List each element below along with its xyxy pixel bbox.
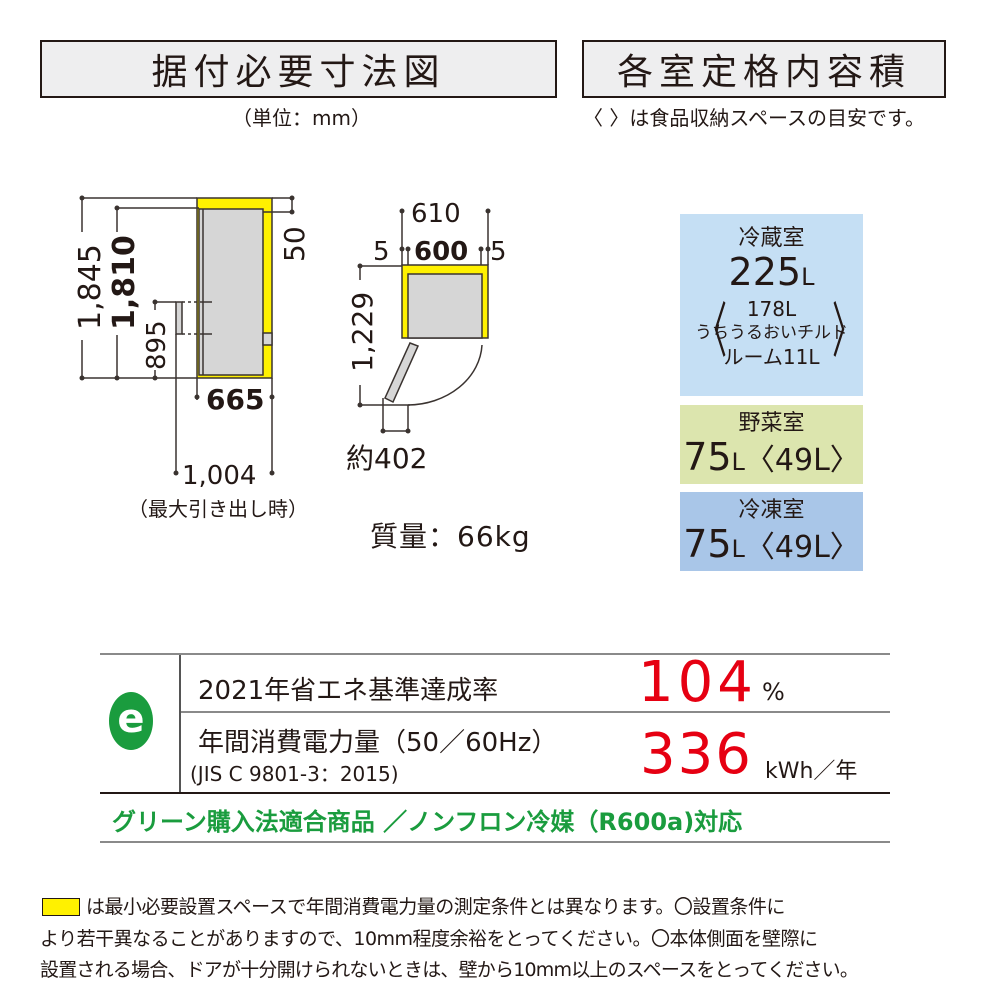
capacity-header: 各室定格内容積 bbox=[582, 40, 946, 98]
divider bbox=[180, 711, 890, 713]
power-standard: (JIS C 9801-3：2015) bbox=[190, 762, 399, 786]
storage-value: 〈49L〉 bbox=[744, 443, 860, 478]
clearance-swatch bbox=[42, 898, 80, 916]
energy-saving-logo: e bbox=[109, 692, 153, 750]
green-purchase-note: グリーン購入法適合商品 ／ノンフロン冷媒（R600a)対応 bbox=[112, 808, 743, 836]
dim-door-open: 約402 bbox=[346, 442, 427, 475]
dim-handle-height: 895 bbox=[142, 320, 172, 370]
dim-height-total: 1,845 bbox=[73, 244, 108, 330]
storage-value: 〈49L〉 bbox=[744, 530, 860, 565]
power-unit: kWh／年 bbox=[765, 759, 858, 784]
dim-depth-open: 1,004 bbox=[182, 461, 256, 491]
footnote-line-3: 設置される場合、ドアが十分開けられないときは、壁から10mm以上のスペースをとっ… bbox=[40, 959, 859, 981]
compartment-name: 冷蔵室 bbox=[738, 226, 805, 251]
divider bbox=[100, 841, 890, 843]
storage-value: 178L bbox=[746, 297, 797, 321]
dimension-diagram: 1,845 1,810 895 50 665 1,004 （最大引き出し時） 6… bbox=[73, 195, 507, 520]
divider bbox=[179, 655, 181, 792]
rate-value: 104 bbox=[638, 650, 757, 715]
door-swing-arc bbox=[407, 344, 483, 406]
capacity-unit: L bbox=[731, 535, 745, 563]
rate-unit: % bbox=[762, 678, 785, 706]
compartment-vegetable: 野菜室 75L〈49L〉 bbox=[680, 405, 863, 484]
dim-height-body: 1,810 bbox=[107, 235, 142, 330]
drawer-handle bbox=[175, 301, 183, 335]
unit-note: （単位：mm） bbox=[232, 106, 371, 130]
compartment-freezer: 冷凍室 75L〈49L〉 bbox=[680, 492, 863, 571]
chilled-room-value: ルーム11L bbox=[723, 345, 820, 369]
footnote-line-1: は最小必要設置スペースで年間消費電力量の測定条件とは異なります。〇設置条件に bbox=[86, 896, 785, 918]
bracket-left: 〈 bbox=[697, 297, 727, 367]
dim-top-clearance: 50 bbox=[278, 226, 311, 262]
capacity-value: 225 bbox=[728, 250, 802, 294]
dim-side-right: 5 bbox=[490, 237, 507, 267]
capacity-value: 75 bbox=[683, 435, 732, 479]
compartment-name: 冷凍室 bbox=[738, 498, 805, 523]
compartment-fridge: 冷蔵室 225L 〈 178L うちうるおいチルド ルーム11L 〉 bbox=[680, 214, 863, 396]
capacity-unit: L bbox=[731, 448, 745, 476]
rate-label: 2021年省エネ基準達成率 bbox=[198, 676, 499, 706]
divider bbox=[100, 653, 890, 655]
footnote-line-2: より若干異なることがありますので、10mm程度余裕をとってください。〇本体側面を… bbox=[40, 928, 818, 950]
capacity-unit: L bbox=[801, 263, 815, 291]
chilled-room-label: うちうるおいチルド bbox=[695, 323, 848, 343]
power-value: 336 bbox=[640, 722, 753, 787]
compartment-name: 野菜室 bbox=[738, 411, 805, 436]
dim-side-left: 5 bbox=[373, 237, 390, 267]
power-label: 年間消費電力量（50／60Hz） bbox=[198, 728, 558, 758]
capacity-note: 〈 〉は食品収納スペースの目安です。 bbox=[583, 106, 925, 130]
dim-door-swing: 1,229 bbox=[346, 292, 379, 372]
fridge-side-body bbox=[198, 208, 264, 376]
door-open bbox=[384, 342, 420, 404]
dim-depth-open-note: （最大引き出し時） bbox=[128, 497, 308, 520]
bracket-right: 〉 bbox=[832, 297, 862, 367]
dim-width-body: 600 bbox=[414, 237, 468, 267]
capacity-value: 75 bbox=[683, 522, 732, 566]
dim-width-total: 610 bbox=[411, 199, 461, 229]
install-dims-header: 据付必要寸法図 bbox=[40, 40, 557, 98]
fridge-top-body bbox=[407, 273, 483, 339]
weight: 質量：66kg bbox=[370, 520, 531, 553]
dim-depth: 665 bbox=[206, 383, 264, 416]
divider bbox=[100, 792, 890, 794]
